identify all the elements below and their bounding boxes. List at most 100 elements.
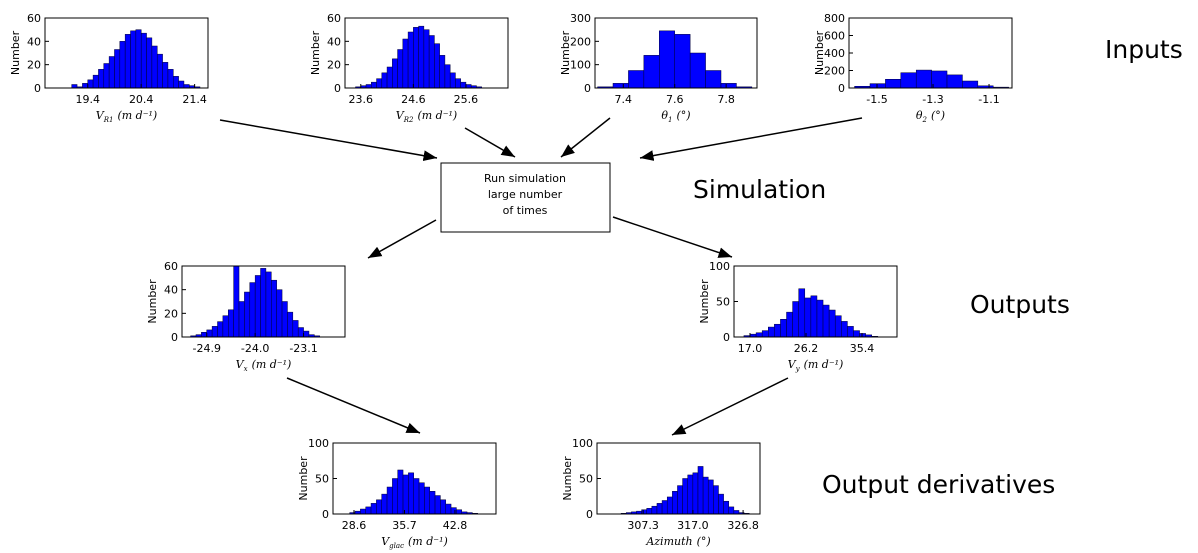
x-tick-label: 317.0 xyxy=(677,519,709,532)
bar xyxy=(206,329,213,338)
bar xyxy=(114,49,121,89)
plot-frame xyxy=(344,17,509,89)
y-tick-label: 20 xyxy=(164,307,178,320)
y-tick-label: 0 xyxy=(838,82,845,95)
x-axis-label: VR1 (m d⁻¹) xyxy=(96,109,157,124)
bar xyxy=(931,70,948,89)
x-tick-label: 19.4 xyxy=(76,93,101,106)
x-tick-label: 20.4 xyxy=(129,93,154,106)
bar xyxy=(720,83,737,89)
x-label-main: V xyxy=(236,358,245,371)
y-tick-label: 0 xyxy=(584,82,591,95)
x-label-unit: (m d⁻¹) xyxy=(408,535,448,548)
bar xyxy=(249,282,256,338)
bar xyxy=(465,84,472,89)
bar xyxy=(365,506,372,515)
x-label-main: θ xyxy=(916,109,923,122)
bar xyxy=(183,84,190,89)
y-tick-label: 600 xyxy=(824,30,845,43)
bar xyxy=(103,63,110,89)
bar xyxy=(397,49,404,89)
x-tick-label: 35.4 xyxy=(850,342,875,355)
bar xyxy=(810,295,818,338)
arrows xyxy=(219,117,863,436)
bar xyxy=(413,27,419,89)
bar xyxy=(178,80,185,89)
y-axis-label: Number xyxy=(146,279,159,324)
bar xyxy=(167,69,174,89)
bar xyxy=(408,472,414,515)
bar xyxy=(371,81,377,89)
x-label-main: V xyxy=(96,109,105,122)
bar xyxy=(659,30,675,89)
x-axis-label: Vy (m d⁻¹) xyxy=(788,358,844,373)
bar xyxy=(281,301,288,338)
x-tick-label: -23.1 xyxy=(289,342,317,355)
bar xyxy=(233,265,240,338)
y-tick-label: 40 xyxy=(27,35,41,48)
bar xyxy=(140,32,147,89)
bar xyxy=(444,64,451,89)
bar xyxy=(98,69,105,89)
bar xyxy=(217,321,224,338)
histogram: 0 50 100 17.0 26.2 35.4 Number Vy (m d⁻¹) xyxy=(698,260,898,373)
x-axis-label: θ1 (°) xyxy=(661,109,690,124)
y-tick-label: 0 xyxy=(34,82,41,95)
bar xyxy=(434,495,441,515)
bar xyxy=(418,25,425,89)
x-tick-label: 307.3 xyxy=(627,519,659,532)
bar xyxy=(718,493,724,515)
histogram: 0 20 40 60 23.6 24.6 25.6 Number VR2 (m d⁻¹) xyxy=(309,12,509,124)
bar xyxy=(733,510,740,515)
x-axis-label: Vx (m d⁻¹) xyxy=(236,358,292,373)
x-axis-label: Vglac (m d⁻¹) xyxy=(381,535,448,550)
bar xyxy=(238,301,245,338)
bar xyxy=(713,485,719,515)
bar xyxy=(828,309,836,338)
y-tick-label: 50 xyxy=(315,473,329,486)
bar xyxy=(434,43,440,89)
box-line: of times xyxy=(503,204,548,217)
bar xyxy=(423,29,430,89)
y-axis-label: Number xyxy=(561,456,574,501)
bar xyxy=(87,79,94,89)
y-tick-label: 20 xyxy=(27,59,41,72)
y-tick-label: 50 xyxy=(716,296,730,309)
x-label-main: Azimuth xyxy=(645,535,692,548)
bar xyxy=(370,503,377,515)
bar xyxy=(376,78,383,89)
bar xyxy=(254,275,261,338)
y-tick-label: 50 xyxy=(579,473,593,486)
arrow xyxy=(560,117,611,158)
bar xyxy=(418,482,425,515)
histogram: 0 20 40 60 -24.9 -24.0 -23.1 Number Vx (m d⁻¹) xyxy=(146,260,346,373)
y-axis-label: Number xyxy=(297,456,310,501)
x-label-unit: (m d⁻¹) xyxy=(252,358,292,371)
bar xyxy=(728,506,735,515)
bar xyxy=(244,291,251,338)
y-tick-label: 60 xyxy=(327,12,341,25)
bar xyxy=(456,509,462,515)
bar xyxy=(672,491,678,515)
x-tick-label: 26.2 xyxy=(794,342,819,355)
x-label-main: V xyxy=(788,358,797,371)
x-label-unit: (m d⁻¹) xyxy=(804,358,844,371)
x-label-sub: 1 xyxy=(668,116,672,124)
arrow xyxy=(464,127,516,158)
bar xyxy=(780,319,787,338)
stage-label: Simulation xyxy=(693,175,826,204)
y-tick-label: 40 xyxy=(164,284,178,297)
bar xyxy=(228,309,234,338)
x-label-sub: glac xyxy=(389,542,404,550)
bar xyxy=(424,486,430,515)
arrow xyxy=(367,219,437,259)
bar xyxy=(460,81,467,89)
histogram: 0 50 100 307.3 317.0 326.8 Number Azimuth (°) xyxy=(561,437,761,548)
x-axis-label: VR2 (m d⁻¹) xyxy=(396,109,457,124)
y-tick-label: 400 xyxy=(824,47,845,60)
x-label-sub: y xyxy=(795,365,801,373)
x-label-unit: (°) xyxy=(697,535,711,548)
bar xyxy=(628,70,645,89)
x-tick-label: -1.5 xyxy=(866,93,887,106)
